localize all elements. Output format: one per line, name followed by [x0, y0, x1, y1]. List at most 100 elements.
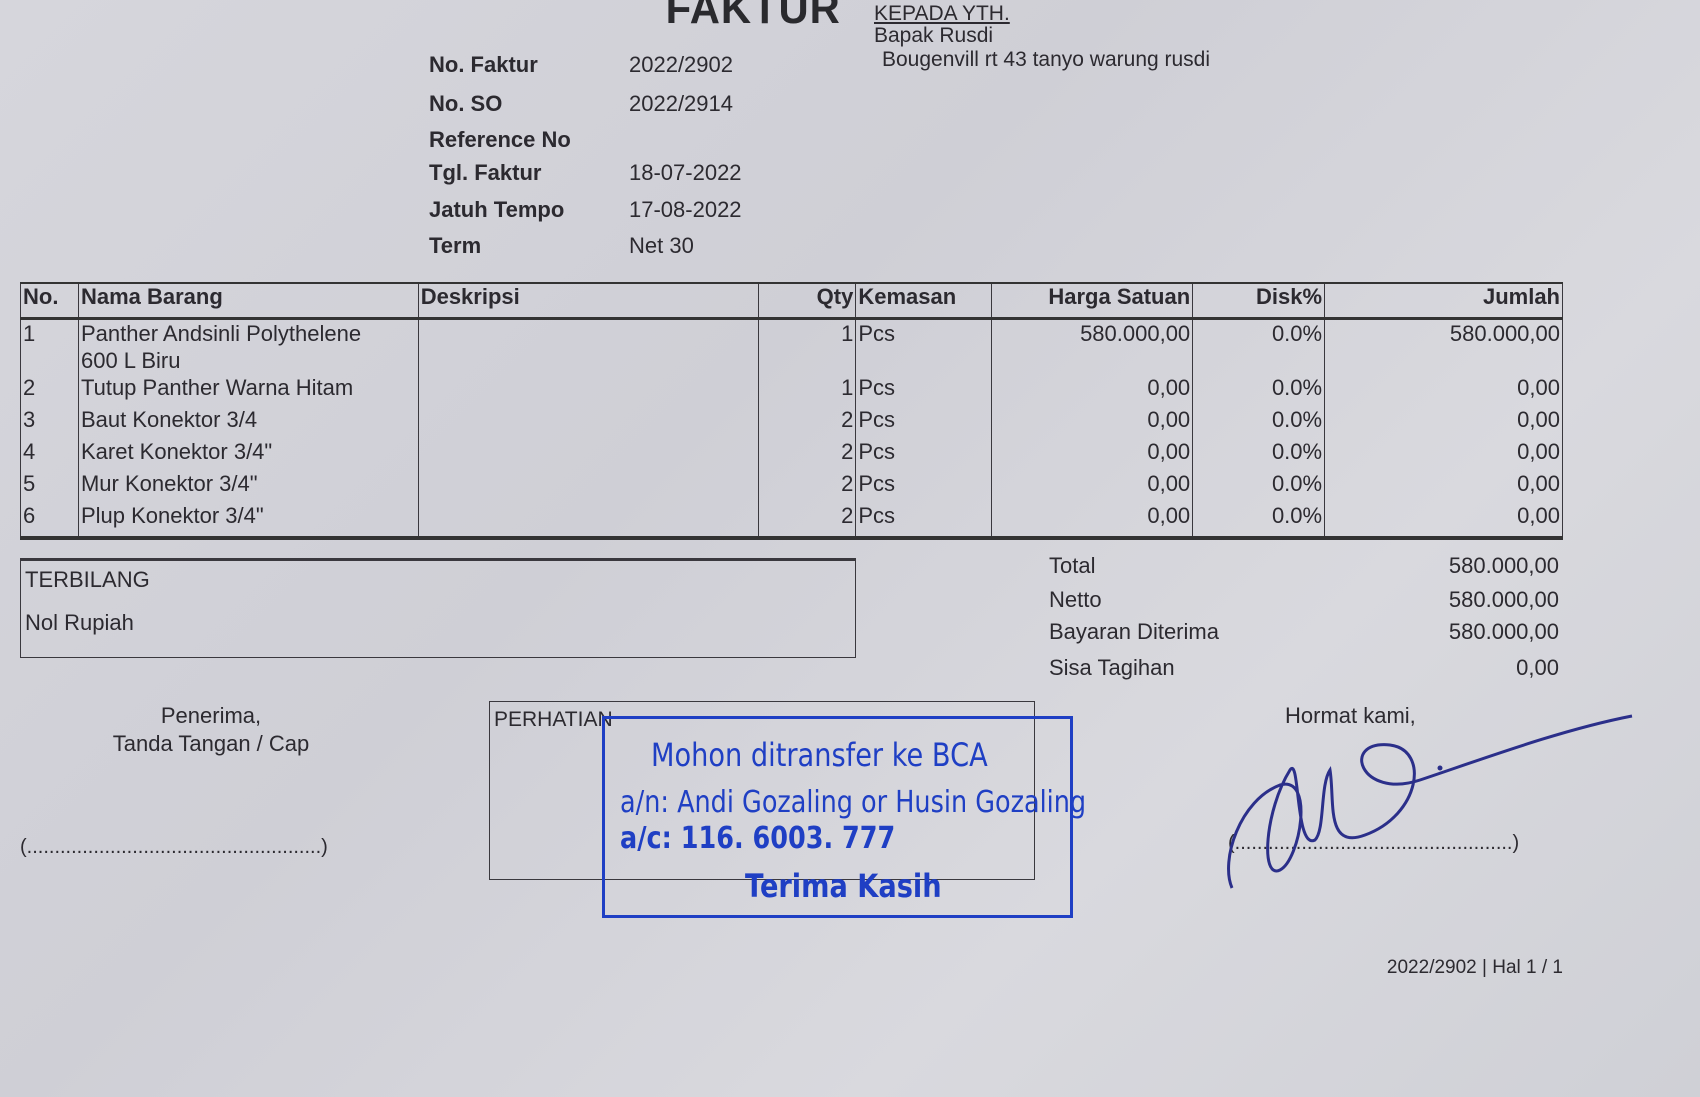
cell-harga-satuan: 0,00	[991, 438, 1194, 470]
cell-jumlah-text: 580.000,00	[1449, 321, 1560, 346]
cell-qty-text: 2	[841, 503, 854, 528]
sisa-label: Sisa Tagihan	[1049, 655, 1175, 680]
cell-nama-barang: Tutup Panther Warna Hitam	[77, 374, 419, 406]
cell-jumlah: 0,00	[1324, 502, 1563, 540]
meta-label: Jatuh Tempo	[429, 197, 565, 222]
cell-qty-text: 1	[841, 321, 854, 346]
cell-kemasan-text: Pcs	[858, 503, 896, 528]
stamp-line: Terima Kasih	[745, 867, 942, 905]
cell-disk-text: 0.0%	[1271, 503, 1323, 528]
table-row: 4 Karet Konektor 3/4" 2 Pcs 0,00 0.0% 0,00	[20, 438, 1563, 470]
meta-label: Tgl. Faktur	[429, 160, 542, 185]
cell-no: 2	[20, 374, 79, 406]
cell-kemasan: Pcs	[855, 406, 993, 438]
bank-transfer-stamp: Mohon ditransfer ke BCA a/n: Andi Gozali…	[602, 716, 1086, 918]
total-value: 580.000,00	[1448, 553, 1559, 578]
cell-no: 5	[20, 470, 79, 502]
cell-deskripsi	[417, 318, 760, 374]
terbilang-value: Nol Rupiah	[25, 610, 134, 635]
sender-signature-line: (.......................................…	[1228, 832, 1520, 854]
cell-qty-text: 2	[841, 439, 854, 464]
stamp-line: a/n: Andi Gozaling or Husin Gozaling	[620, 785, 1087, 820]
meta-value: 18-07-2022	[629, 160, 742, 185]
cell-qty-text: 2	[841, 471, 854, 496]
cell-qty: 2	[758, 502, 857, 540]
cell-disk: 0.0%	[1192, 374, 1326, 406]
cell-harga-satuan-text: 580.000,00	[1080, 321, 1191, 346]
cell-disk: 0.0%	[1192, 438, 1326, 470]
netto-label: Netto	[1049, 587, 1102, 612]
stamp-line: Mohon ditransfer ke BCA	[651, 736, 988, 774]
stamp-line: a/c: 116. 6003. 777	[620, 821, 896, 856]
col-jumlah: Jumlah	[1324, 282, 1563, 320]
col-kemasan: Kemasan	[855, 282, 993, 320]
cell-kemasan-text: Pcs	[858, 439, 896, 464]
cell-jumlah: 580.000,00	[1324, 318, 1563, 374]
cell-nama-barang: Panther Andsinli Polythelene 600 L Biru	[77, 318, 419, 374]
cell-qty: 2	[758, 438, 857, 470]
cell-no-text: 3	[23, 407, 36, 432]
cell-no-text: 1	[23, 321, 36, 346]
cell-nama-barang: Baut Konektor 3/4	[77, 406, 419, 438]
cell-disk-text: 0.0%	[1271, 439, 1323, 464]
cell-nama-barang-text: Baut Konektor 3/4	[80, 407, 258, 432]
cell-kemasan: Pcs	[855, 502, 993, 540]
cell-kemasan-text: Pcs	[858, 375, 896, 400]
cell-jumlah-text: 0,00	[1517, 503, 1560, 528]
terbilang-label: TERBILANG	[25, 567, 150, 592]
page-reference: 2022/2902 | Hal 1 / 1	[1386, 957, 1563, 978]
cell-jumlah: 0,00	[1324, 438, 1563, 470]
cell-harga-satuan-text: 0,00	[1147, 471, 1191, 496]
cell-jumlah-text: 0,00	[1517, 471, 1560, 496]
cell-qty: 2	[758, 470, 857, 502]
cell-harga-satuan: 0,00	[991, 470, 1194, 502]
cell-disk-text: 0.0%	[1271, 375, 1323, 400]
table-row: 2 Tutup Panther Warna Hitam 1 Pcs 0,00 0.0% 0,…	[20, 374, 1563, 406]
cell-nama-barang-text: 600 L Biru	[80, 348, 181, 373]
cell-no-text: 4	[23, 439, 36, 464]
bayaran-value: 580.000,00	[1448, 619, 1559, 644]
total-label: Total	[1049, 553, 1096, 578]
cell-kemasan: Pcs	[855, 374, 993, 406]
receiver-signature-line: (.......................................…	[20, 836, 328, 858]
cell-jumlah: 0,00	[1324, 470, 1563, 502]
cell-deskripsi	[417, 470, 760, 502]
cell-kemasan: Pcs	[855, 470, 993, 502]
col-disk: Disk%	[1192, 282, 1326, 320]
perhatian-box: PERHATIAN	[489, 701, 1035, 880]
cell-harga-satuan: 0,00	[991, 374, 1194, 406]
meta-label: No. Faktur	[429, 52, 538, 77]
cell-disk-text: 0.0%	[1271, 471, 1323, 496]
col-no: No.	[20, 282, 79, 320]
cell-disk: 0.0%	[1192, 406, 1326, 438]
meta-label: Reference No	[429, 127, 571, 152]
cell-kemasan-text: Pcs	[858, 471, 896, 496]
col-nama-barang: Nama Barang	[77, 282, 419, 320]
cell-harga-satuan-text: 0,00	[1147, 503, 1191, 528]
cell-nama-barang: Plup Konektor 3/4"	[77, 502, 419, 540]
cell-qty-text: 2	[841, 407, 854, 432]
cell-qty: 1	[758, 374, 857, 406]
meta-value: 2022/2902	[629, 52, 733, 77]
bayaran-label: Bayaran Diterima	[1049, 619, 1219, 644]
table-row: 6 Plup Konektor 3/4" 2 Pcs 0,00 0.0% 0,00	[20, 502, 1563, 540]
cell-qty: 2	[758, 406, 857, 438]
cell-kemasan: Pcs	[855, 438, 993, 470]
cell-nama-barang-text: Tutup Panther Warna Hitam	[80, 375, 354, 400]
cell-jumlah: 0,00	[1324, 406, 1563, 438]
meta-value: Net 30	[629, 233, 694, 258]
col-harga-satuan: Harga Satuan	[991, 282, 1194, 320]
handwritten-signature	[1227, 714, 1633, 889]
terbilang-box: TERBILANG Nol Rupiah	[20, 558, 856, 658]
cell-qty: 1	[758, 318, 857, 374]
table-row: 5 Mur Konektor 3/4" 2 Pcs 0,00 0.0% 0,00	[20, 470, 1563, 502]
cell-deskripsi	[417, 374, 760, 406]
cell-jumlah-text: 0,00	[1517, 407, 1560, 432]
table-header: No. Nama Barang Deskripsi Qty Kemasan Ha…	[20, 282, 1563, 320]
recipient-address: Bougenvill rt 43 tanyo warung rusdi	[882, 48, 1211, 71]
cell-nama-barang-text: Karet Konektor 3/4"	[80, 439, 273, 464]
hormat-kami: Hormat kami,	[1285, 703, 1416, 728]
table-row: 3 Baut Konektor 3/4 2 Pcs 0,00 0.0% 0,00	[20, 406, 1563, 438]
meta-label: No. SO	[429, 91, 503, 116]
cell-jumlah: 0,00	[1324, 374, 1563, 406]
